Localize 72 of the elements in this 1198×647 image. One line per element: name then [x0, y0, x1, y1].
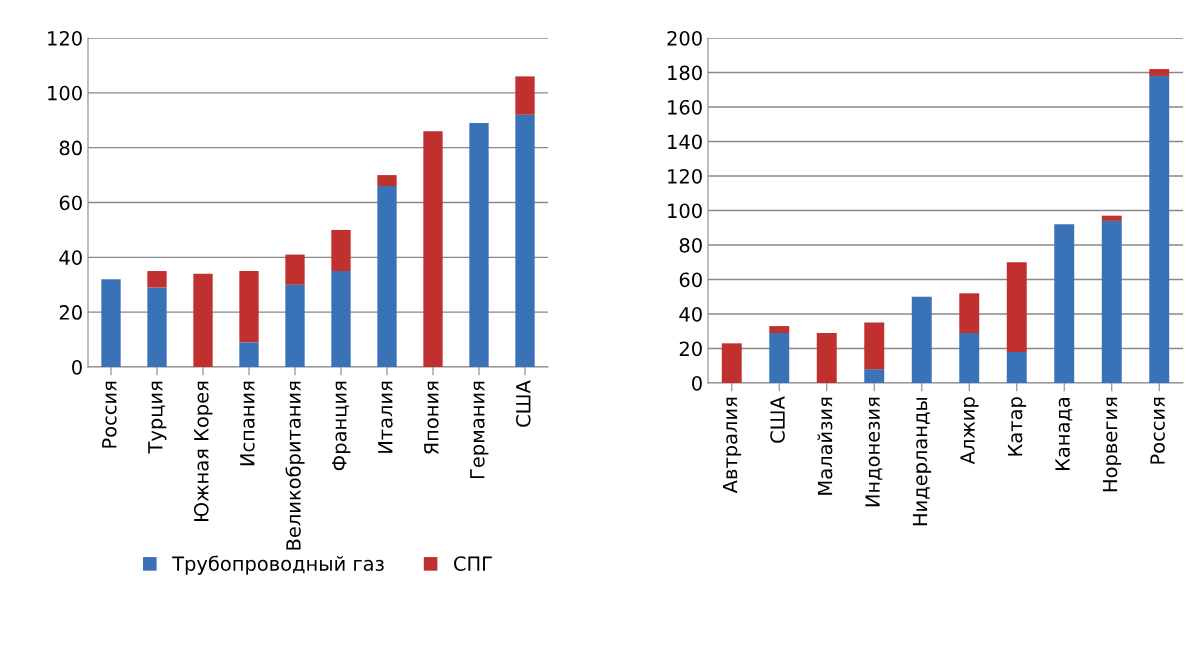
x-tick-label: Алжир	[960, 397, 979, 465]
bar	[377, 175, 397, 187]
x-tick-label: Франция	[332, 381, 351, 471]
x-tick-label: Великобритания	[285, 381, 305, 550]
bar	[331, 271, 351, 367]
bar	[911, 296, 932, 383]
bar	[423, 131, 443, 367]
bar	[377, 186, 397, 367]
bar	[239, 342, 259, 367]
y-tick-label: 100	[48, 85, 82, 101]
y-tick-label: 140	[668, 134, 702, 150]
bar	[239, 271, 259, 343]
x-tick-label: Россия	[1150, 397, 1165, 464]
bar	[469, 122, 489, 367]
x-tick-label: Южная Корея	[193, 381, 213, 521]
bar	[331, 229, 351, 272]
bar	[816, 332, 837, 383]
x-tick-label: Германия	[470, 381, 489, 479]
y-tick-label: 40	[679, 306, 702, 322]
y-tick-label: 80	[59, 140, 82, 156]
x-tick-label: Япония	[424, 381, 439, 455]
bar	[147, 287, 167, 367]
bar	[1006, 262, 1027, 352]
x-tick-label: Италия	[378, 381, 393, 453]
x-tick-label: США	[770, 396, 785, 443]
x-tick-label: Канада	[1055, 397, 1073, 470]
x-tick-label: Россия	[102, 381, 117, 448]
bar	[1149, 69, 1170, 76]
x-tick-label: Автралия	[722, 397, 742, 494]
bar	[959, 293, 980, 333]
x-tick-label: Катар	[1007, 397, 1027, 456]
bar	[769, 332, 790, 383]
y-tick-label: 0	[72, 359, 82, 375]
bar	[1006, 351, 1027, 383]
y-tick-label: 60	[59, 195, 82, 211]
bar	[959, 332, 980, 383]
bar	[515, 114, 535, 367]
y-tick-label: 160	[668, 99, 702, 115]
bar	[1101, 220, 1122, 383]
bar	[193, 273, 213, 367]
y-tick-label: 120	[48, 30, 82, 46]
bar	[1149, 75, 1170, 383]
bar	[769, 326, 790, 333]
x-tick-label: Нидерланды	[912, 397, 932, 526]
y-tick-label: 0	[692, 375, 702, 391]
x-tick-label: Турция	[148, 381, 167, 454]
x-tick-label: Норвегия	[1102, 397, 1122, 492]
bar	[285, 284, 305, 367]
bar	[101, 279, 121, 367]
y-tick-label: 120	[668, 168, 702, 184]
bar	[515, 76, 535, 115]
bar	[864, 369, 885, 383]
bar	[864, 322, 885, 370]
y-tick-label: 180	[668, 65, 702, 81]
x-tick-label: США	[515, 380, 531, 427]
y-tick-label: 60	[679, 272, 702, 288]
y-tick-label: 20	[59, 305, 82, 320]
bar	[721, 343, 742, 383]
x-tick-label: Индонезия	[865, 397, 883, 507]
bar	[147, 271, 167, 288]
legend-label: Трубопроводный газ	[172, 555, 384, 575]
y-tick-label: 20	[679, 341, 702, 357]
bar	[1054, 224, 1075, 383]
y-tick-label: 200	[667, 30, 702, 46]
y-tick-label: 40	[59, 250, 82, 265]
legend-label: СПГ	[454, 556, 492, 571]
x-tick-label: Испания	[240, 381, 255, 466]
y-tick-label: 100	[668, 203, 702, 219]
bar	[1101, 215, 1122, 221]
x-tick-label: Малайзия	[817, 397, 833, 495]
bar	[285, 254, 305, 285]
y-tick-label: 80	[679, 237, 702, 253]
